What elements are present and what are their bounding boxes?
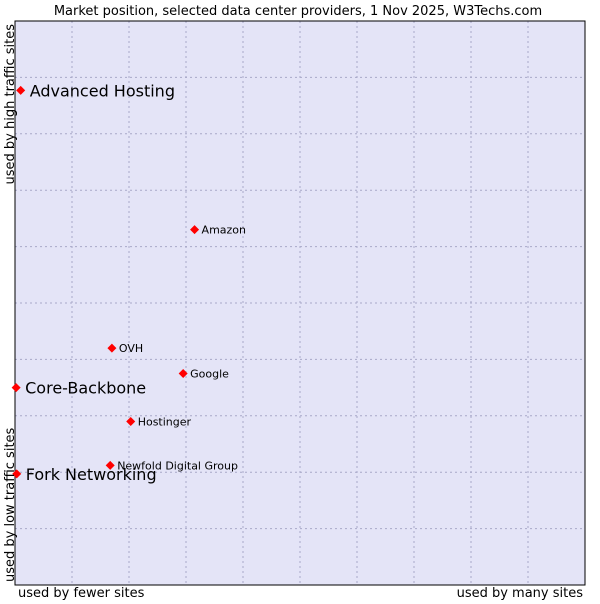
point-marker (11, 383, 21, 393)
point-marker (16, 85, 26, 95)
data-point-ovh: OVH (107, 342, 143, 355)
point-label: Core-Backbone (25, 379, 146, 398)
x-axis-label-left: used by fewer sites (18, 586, 145, 600)
point-marker (190, 225, 200, 235)
data-point-core-backbone: Core-Backbone (11, 379, 146, 398)
point-label: Hostinger (138, 415, 192, 428)
plot-border (14, 20, 586, 586)
data-point-amazon: Amazon (190, 224, 246, 237)
point-label: Google (190, 368, 229, 381)
data-point-advanced-hosting: Advanced Hosting (16, 81, 175, 100)
data-point-fork-networking: Fork Networking (12, 465, 157, 484)
y-axis-label-bottom: used by low traffic sites (3, 427, 18, 582)
chart-title: Market position, selected data center pr… (54, 4, 542, 19)
point-marker (105, 460, 115, 470)
point-marker (178, 369, 188, 378)
point-marker (107, 343, 117, 353)
data-point-google: Google (178, 368, 229, 381)
y-axis-label-top: used by high traffic sites (3, 24, 18, 185)
point-marker (12, 469, 22, 479)
data-point-hostinger: Hostinger (126, 415, 192, 428)
grid-lines (15, 21, 585, 585)
x-axis-label-right: used by many sites (457, 586, 584, 600)
point-label: Newfold Digital Group (117, 459, 238, 472)
data-points: Advanced Hosting Amazon OVH Google Core-Back… (11, 81, 246, 484)
point-label: Amazon (202, 224, 246, 237)
point-label: OVH (119, 342, 143, 355)
point-label: Fork Networking (26, 465, 157, 484)
point-label: Advanced Hosting (30, 81, 175, 100)
point-marker (126, 416, 136, 426)
data-point-newfold-digital-group: Newfold Digital Group (105, 459, 238, 472)
